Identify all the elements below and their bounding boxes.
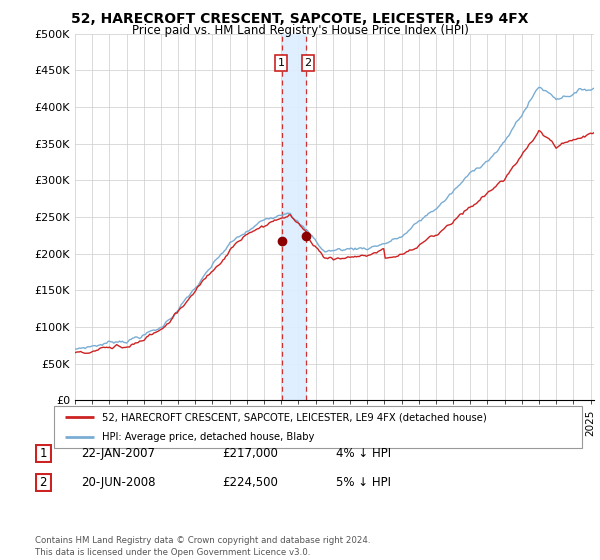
Text: £224,500: £224,500 bbox=[222, 476, 278, 489]
Text: HPI: Average price, detached house, Blaby: HPI: Average price, detached house, Blab… bbox=[101, 432, 314, 442]
Text: 52, HARECROFT CRESCENT, SAPCOTE, LEICESTER, LE9 4FX: 52, HARECROFT CRESCENT, SAPCOTE, LEICEST… bbox=[71, 12, 529, 26]
Text: 2: 2 bbox=[304, 58, 311, 68]
Text: £217,000: £217,000 bbox=[222, 447, 278, 460]
Text: 1: 1 bbox=[40, 447, 47, 460]
Text: 5% ↓ HPI: 5% ↓ HPI bbox=[336, 476, 391, 489]
Text: 2: 2 bbox=[40, 476, 47, 489]
Text: 52, HARECROFT CRESCENT, SAPCOTE, LEICESTER, LE9 4FX (detached house): 52, HARECROFT CRESCENT, SAPCOTE, LEICEST… bbox=[101, 412, 486, 422]
Text: Contains HM Land Registry data © Crown copyright and database right 2024.
This d: Contains HM Land Registry data © Crown c… bbox=[35, 536, 370, 557]
Text: 22-JAN-2007: 22-JAN-2007 bbox=[81, 447, 155, 460]
Text: 1: 1 bbox=[277, 58, 284, 68]
Text: Price paid vs. HM Land Registry's House Price Index (HPI): Price paid vs. HM Land Registry's House … bbox=[131, 24, 469, 37]
Bar bbox=[282, 34, 307, 400]
Text: 4% ↓ HPI: 4% ↓ HPI bbox=[336, 447, 391, 460]
Text: 20-JUN-2008: 20-JUN-2008 bbox=[81, 476, 155, 489]
